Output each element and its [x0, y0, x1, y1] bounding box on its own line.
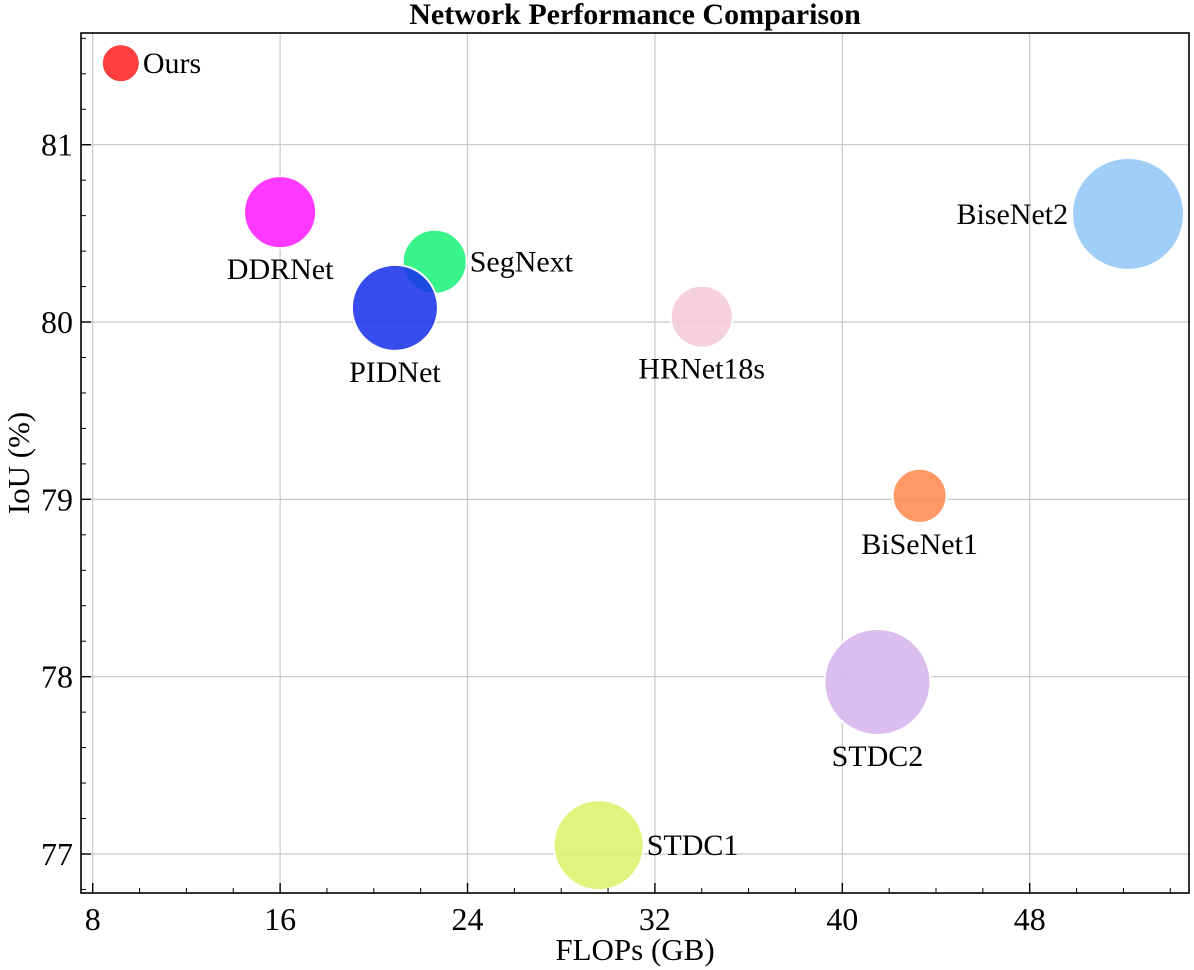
grid	[81, 33, 1189, 893]
x-tick-label: 48	[1014, 901, 1046, 937]
bubble-label-bisenet1: BiSeNet1	[861, 528, 978, 561]
bubble-pidnet	[350, 263, 439, 352]
y-tick-label: 80	[41, 304, 73, 340]
x-tick-label: 32	[639, 901, 671, 937]
x-tick-label: 8	[85, 901, 101, 937]
y-tick-label: 77	[41, 836, 73, 872]
x-tick-label: 16	[264, 901, 296, 937]
bubble-label-stdc1: STDC1	[647, 829, 739, 862]
x-tick-label: 24	[452, 901, 484, 937]
bubble-stdc1	[552, 799, 645, 892]
bubble-label-pidnet: PIDNet	[349, 356, 441, 389]
y-tick-label: 81	[41, 127, 73, 163]
bubbles	[100, 43, 1186, 892]
bubble-stdc2	[823, 627, 932, 736]
bubble-bisenet1	[891, 467, 948, 524]
bubble-label-segnext: SegNext	[470, 246, 574, 279]
x-tick-label: 40	[826, 901, 858, 937]
bubble-labels: Ours DDRNet SegNext PIDNet HRNet18s BiseNet2 B…	[143, 47, 1068, 862]
bubble-label-ddrnet: DDRNet	[227, 253, 334, 286]
chart-title: Network Performance Comparison	[409, 0, 861, 31]
y-tick-label: 79	[41, 481, 73, 517]
bubble-label-hrnet18s: HRNet18s	[638, 353, 765, 386]
plot-frame	[80, 32, 1190, 894]
bubble-ours	[100, 43, 141, 84]
bubble-ddrnet	[243, 175, 318, 250]
axis-ticks: 8 16 24 32 40 48 77 78 79 80 81	[41, 37, 1171, 937]
y-axis-label: IoU (%)	[1, 412, 36, 514]
bubble-label-stdc2: STDC2	[832, 740, 924, 773]
bubble-label-ours: Ours	[143, 47, 201, 80]
x-axis-label: FLOPs (GB)	[555, 932, 714, 967]
y-tick-label: 78	[41, 659, 73, 695]
bubble-label-bisenet2: BiseNet2	[956, 198, 1068, 231]
bubble-bisenet2	[1071, 156, 1186, 271]
bubble-hrnet18s	[669, 284, 734, 349]
